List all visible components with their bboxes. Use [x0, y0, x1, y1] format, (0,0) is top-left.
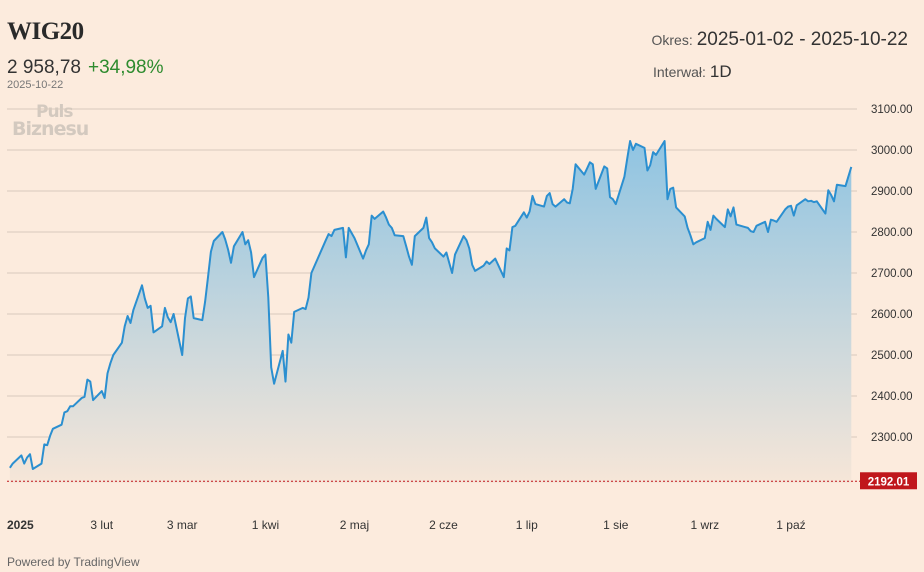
x-tick-label: 1 lip: [516, 518, 538, 532]
powered-by-link[interactable]: Powered by TradingView: [7, 555, 140, 569]
price-change: +34,98%: [87, 57, 164, 78]
price-line: [9, 140, 853, 470]
price-area: [9, 141, 852, 483]
y-tick-label: 2600.00: [871, 309, 913, 321]
y-tick-label: 2500.00: [871, 350, 913, 362]
y-tick-label: 2900.00: [871, 186, 913, 198]
y-tick-label: 3000.00: [871, 145, 913, 157]
interval-selector[interactable]: Interwał: 1D: [653, 62, 732, 82]
period-value: 2025-01-02 - 2025-10-22: [696, 29, 908, 50]
x-tick-label: 3 lut: [90, 518, 113, 532]
x-tick-label: 1 kwi: [252, 518, 279, 532]
x-axis: 2025 3 lut 3 mar 1 kwi 2 maj 2 cze 1 lip 1 sie 1…: [7, 518, 806, 532]
last-price: 2 958,78: [7, 57, 81, 78]
y-axis: 3100.00 3000.00 2900.00 2800.00 2700.00 2600.…: [871, 104, 913, 444]
x-tick-label: 2 cze: [429, 518, 458, 532]
last-value-marker: 2192.01: [7, 472, 917, 490]
logo-line-2: Biznesu: [12, 118, 89, 140]
period-range[interactable]: Okres: 2025-01-02 - 2025-10-22: [652, 29, 909, 51]
y-tick-label: 3100.00: [871, 104, 913, 116]
marker-label: 2192.01: [868, 476, 910, 488]
x-tick-label: 3 mar: [167, 518, 198, 532]
y-tick-label: 2700.00: [871, 268, 913, 280]
x-tick-label: 2 maj: [340, 518, 369, 532]
ticker-symbol: WIG20: [7, 18, 84, 45]
y-tick-label: 2800.00: [871, 227, 913, 239]
interval-label: Interwał:: [653, 64, 706, 80]
price-row: 2 958,78 +34,98%: [7, 57, 164, 79]
x-tick-label: 2025: [7, 518, 34, 532]
period-label: Okres:: [651, 32, 693, 48]
y-tick-label: 2300.00: [871, 432, 913, 444]
logo-line-1: Puls: [36, 102, 74, 122]
y-tick-label: 2400.00: [871, 391, 913, 403]
interval-value: 1D: [709, 62, 732, 81]
x-tick-label: 1 paź: [776, 518, 805, 532]
x-tick-label: 1 wrz: [690, 518, 719, 532]
puls-biznesu-logo: Puls Biznesu: [12, 102, 89, 140]
quote-date: 2025-10-22: [7, 79, 64, 91]
marker-badge: [860, 472, 917, 490]
x-tick-label: 1 sie: [603, 518, 629, 532]
